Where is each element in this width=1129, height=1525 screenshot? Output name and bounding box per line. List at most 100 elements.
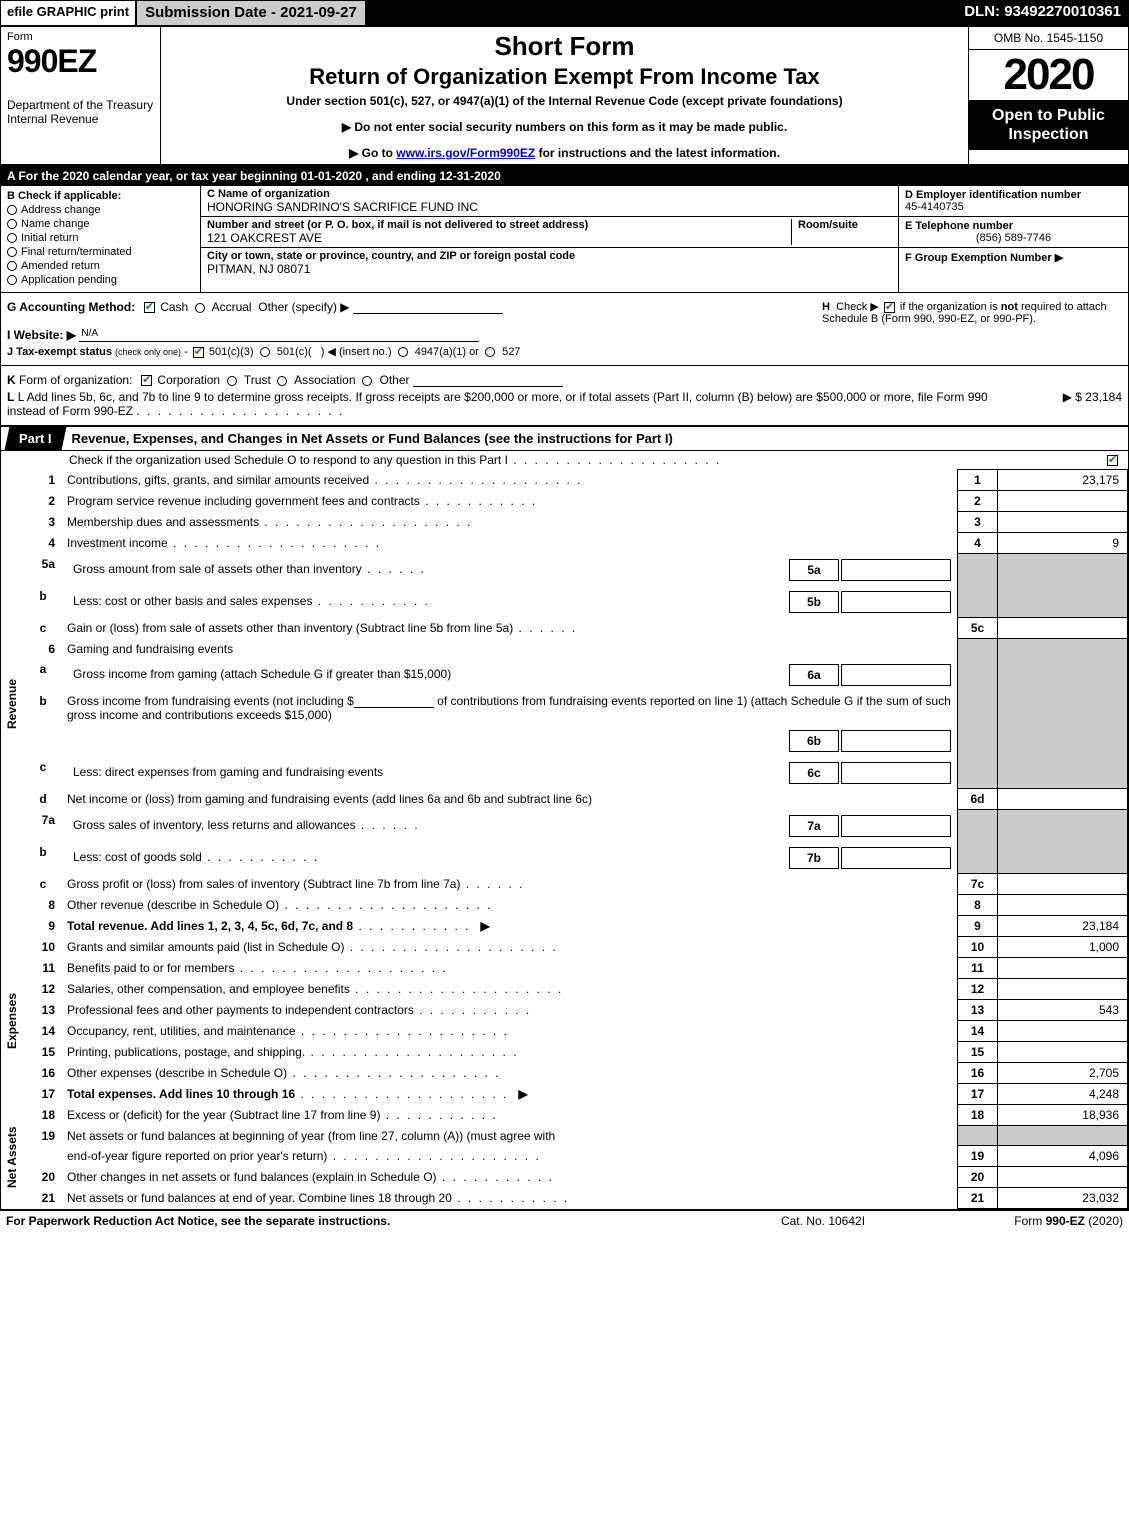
line-17-desc: Total expenses. Add lines 10 through 16 (67, 1087, 295, 1101)
irs-link[interactable]: www.irs.gov/Form990EZ (396, 146, 535, 160)
chk-trust[interactable] (227, 376, 237, 386)
ein-value: 45-4140735 (905, 201, 1122, 213)
lbl-room: Room/suite (798, 219, 892, 231)
line-1-desc: Contributions, gifts, grants, and simila… (67, 473, 369, 487)
line-6d-desc: Net income or (loss) from gaming and fun… (67, 792, 592, 806)
chk-application-pending[interactable]: Application pending (7, 274, 194, 286)
form-subtitle: Under section 501(c), 527, or 4947(a)(1)… (169, 94, 960, 108)
org-name: HONORING SANDRINO'S SACRIFICE FUND INC (207, 200, 892, 214)
phone-value: (856) 589-7746 (905, 232, 1122, 244)
line-20-val (998, 1167, 1128, 1188)
form-title: Return of Organization Exempt From Incom… (169, 64, 960, 90)
lbl-org-name: C Name of organization (207, 188, 892, 200)
line-11-desc: Benefits paid to or for members (67, 961, 234, 975)
chk-cash[interactable] (144, 302, 155, 313)
line-2-val (998, 491, 1128, 512)
chk-501c[interactable] (260, 347, 270, 357)
chk-4947[interactable] (398, 347, 408, 357)
other-org-input[interactable] (413, 373, 563, 387)
short-form-title: Short Form (169, 31, 960, 62)
footer-right: Form 990-EZ (2020) (923, 1214, 1123, 1228)
line-8-val (998, 895, 1128, 916)
chk-initial-return[interactable]: Initial return (7, 232, 194, 244)
efile-print-label[interactable]: efile GRAPHIC print (0, 0, 136, 26)
part-i-header: Part I Revenue, Expenses, and Changes in… (1, 426, 1128, 451)
chk-527[interactable] (485, 347, 495, 357)
chk-corporation[interactable] (141, 375, 152, 386)
chk-schedule-b[interactable] (884, 302, 895, 313)
line-5a-desc: Gross amount from sale of assets other t… (73, 562, 362, 576)
part-i-title: Revenue, Expenses, and Changes in Net As… (64, 427, 1128, 450)
chk-association[interactable] (277, 376, 287, 386)
side-revenue: Revenue (1, 470, 27, 937)
org-address: 121 OAKCREST AVE (207, 231, 785, 245)
box-def: D Employer identification number 45-4140… (898, 186, 1128, 292)
chk-accrual[interactable] (195, 303, 205, 313)
line-6b-desc: Gross income from fundraising events (no… (63, 691, 958, 725)
goto-note: ▶ Go to www.irs.gov/Form990EZ for instru… (169, 146, 960, 160)
line-6c-desc: Less: direct expenses from gaming and fu… (73, 765, 383, 779)
line-10-val: 1,000 (998, 937, 1128, 958)
chk-501c3[interactable] (193, 347, 204, 358)
chk-schedule-o[interactable] (1107, 455, 1118, 466)
line-7b-val (841, 847, 951, 869)
line-l-text: L L Add lines 5b, 6c, and 7b to line 9 t… (7, 390, 1002, 418)
line-7a-val (841, 815, 951, 837)
line-15-val (998, 1042, 1128, 1063)
line-13-desc: Professional fees and other payments to … (67, 1003, 414, 1017)
footer-left: For Paperwork Reduction Act Notice, see … (6, 1214, 723, 1228)
website-value: N/A (79, 328, 479, 342)
line-5a-val (841, 559, 951, 581)
line-6d-val (998, 789, 1128, 810)
line-19-desc-cont: end-of-year figure reported on prior yea… (63, 1146, 958, 1167)
line-14-val (998, 1021, 1128, 1042)
chk-name-change[interactable]: Name change (7, 218, 194, 230)
lbl-ein: D Employer identification number (905, 189, 1122, 201)
line-4-val: 9 (998, 533, 1128, 554)
part-i-tab: Part I (5, 427, 66, 450)
line-3-desc: Membership dues and assessments (67, 515, 259, 529)
line-8-desc: Other revenue (describe in Schedule O) (67, 898, 279, 912)
ssn-warning: ▶ Do not enter social security numbers o… (169, 120, 960, 134)
line-16-val: 2,705 (998, 1063, 1128, 1084)
chk-amended-return[interactable]: Amended return (7, 260, 194, 272)
form-word: Form (7, 31, 154, 43)
line-6c-val (841, 762, 951, 784)
meta-kl: K Form of organization: Corporation Trus… (1, 366, 1128, 426)
line-5c-val (998, 618, 1128, 639)
box-b: B Check if applicable: Address change Na… (1, 186, 201, 292)
line-3-val (998, 512, 1128, 533)
line-20-desc: Other changes in net assets or fund bala… (67, 1170, 437, 1184)
footer: For Paperwork Reduction Act Notice, see … (0, 1210, 1129, 1231)
side-expenses: Expenses (1, 937, 27, 1105)
line-7c-desc: Gross profit or (loss) from sales of inv… (67, 877, 460, 891)
line-15-desc: Printing, publications, postage, and shi… (67, 1045, 305, 1059)
line-6a-val (841, 664, 951, 686)
line-6-desc: Gaming and fundraising events (63, 639, 958, 659)
lbl-accounting: G Accounting Method: (7, 300, 135, 314)
chk-address-change[interactable]: Address change (7, 204, 194, 216)
line-12-desc: Salaries, other compensation, and employ… (67, 982, 350, 996)
line-11-val (998, 958, 1128, 979)
side-net-assets: Net Assets (1, 1105, 27, 1209)
line-18-desc: Excess or (deficit) for the year (Subtra… (67, 1108, 380, 1122)
line-9-val: 23,184 (998, 916, 1128, 937)
line-21-desc: Net assets or fund balances at end of ye… (67, 1191, 452, 1205)
line-21-val: 23,032 (998, 1188, 1128, 1209)
line-14-desc: Occupancy, rent, utilities, and maintena… (67, 1024, 296, 1038)
chk-other-org[interactable] (362, 376, 372, 386)
line-16-desc: Other expenses (describe in Schedule O) (67, 1066, 287, 1080)
department-label: Department of the Treasury Internal Reve… (7, 98, 154, 126)
accounting-other-input[interactable] (353, 300, 503, 314)
dln-label: DLN: 93492270010361 (956, 0, 1129, 26)
lbl-city: City or town, state or province, country… (207, 250, 892, 262)
line-5b-val (841, 591, 951, 613)
chk-final-return[interactable]: Final return/terminated (7, 246, 194, 258)
line-9-desc: Total revenue. Add lines 1, 2, 3, 4, 5c,… (67, 919, 353, 933)
line-19-val: 4,096 (998, 1146, 1128, 1167)
org-city: PITMAN, NJ 08071 (207, 262, 892, 276)
box-c: C Name of organization HONORING SANDRINO… (201, 186, 898, 292)
tax-year: 2020 (969, 50, 1128, 100)
lines-table: Revenue 1 Contributions, gifts, grants, … (1, 469, 1128, 1209)
line-l-value: ▶ $ 23,184 (1002, 390, 1122, 418)
